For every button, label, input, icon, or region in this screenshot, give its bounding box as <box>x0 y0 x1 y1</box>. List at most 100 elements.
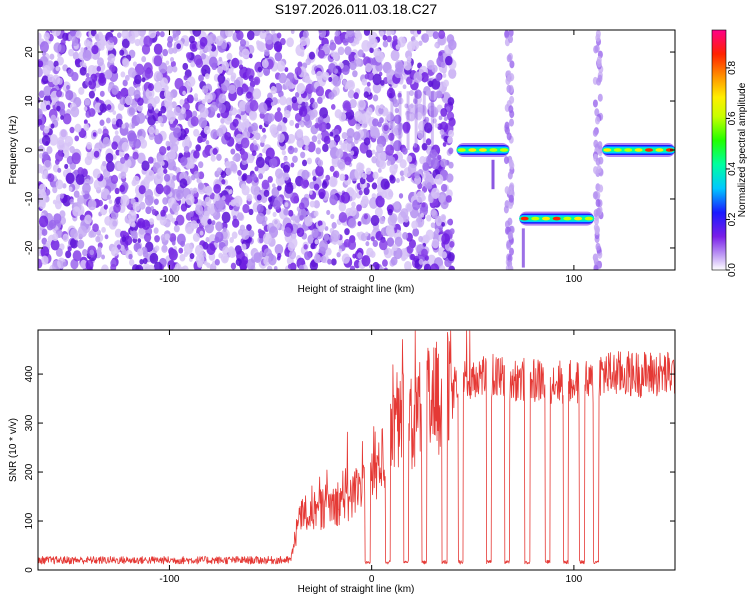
noise-blob <box>396 177 400 184</box>
band-blob <box>509 161 515 170</box>
noise-blob <box>357 252 363 259</box>
x-tick-label: 100 <box>566 574 583 585</box>
noise-blob <box>101 226 106 233</box>
noise-blob <box>358 189 363 196</box>
noise-blob <box>155 183 164 195</box>
noise-blob <box>99 119 105 126</box>
noise-blob <box>340 142 347 151</box>
noise-blob <box>268 254 277 266</box>
noise-blob <box>363 137 371 146</box>
noise-blob <box>394 107 399 114</box>
noise-blob <box>241 243 247 251</box>
noise-blob <box>419 155 426 165</box>
noise-blob <box>328 176 338 188</box>
noise-blob <box>154 128 160 136</box>
noise-blob <box>71 152 81 165</box>
noise-blob <box>225 167 232 176</box>
noise-blob <box>283 208 289 216</box>
band-blob <box>593 264 599 270</box>
noise-blob <box>198 104 205 113</box>
noise-blob <box>448 161 454 169</box>
noise-blob <box>110 30 114 33</box>
noise-blob <box>329 41 337 51</box>
noise-blob <box>159 31 165 38</box>
noise-blob <box>341 253 351 264</box>
noise-blob <box>261 59 269 69</box>
noise-blob <box>52 186 58 194</box>
noise-blob <box>186 94 194 104</box>
noise-blob <box>230 199 236 207</box>
noise-blob <box>82 249 88 257</box>
noise-blob <box>193 93 198 99</box>
noise-blob <box>258 173 264 180</box>
noise-blob <box>261 127 266 133</box>
band-blob <box>597 93 603 102</box>
noise-blob <box>276 124 283 132</box>
noise-blob <box>104 234 109 240</box>
noise-blob <box>207 218 212 225</box>
noise-blob <box>354 167 364 180</box>
noise-blob <box>262 232 272 245</box>
noise-blob <box>426 90 432 97</box>
band-blob <box>507 217 513 226</box>
noise-blob <box>127 86 136 97</box>
noise-blob <box>196 260 203 268</box>
noise-blob <box>434 123 439 128</box>
noise-blob <box>304 215 313 227</box>
tone-hotspot <box>603 148 612 152</box>
noise-blob <box>185 194 195 206</box>
noise-blob <box>352 253 357 259</box>
noise-blob <box>320 255 327 263</box>
noise-blob <box>124 158 132 168</box>
noise-blob <box>448 147 454 155</box>
noise-blob <box>199 230 204 236</box>
noise-blob <box>198 74 204 82</box>
tone-hotspot <box>563 216 572 221</box>
noise-blob <box>136 112 146 124</box>
noise-blob <box>249 100 259 112</box>
noise-blob <box>393 140 402 152</box>
noise-blob <box>248 110 258 121</box>
noise-blob <box>331 222 337 229</box>
noise-blob <box>141 77 146 83</box>
noise-blob <box>302 30 309 39</box>
noise-blob <box>350 150 355 156</box>
noise-blob <box>300 121 305 128</box>
noise-blob <box>437 154 442 161</box>
noise-blob <box>246 91 252 99</box>
noise-blob <box>214 193 220 202</box>
noise-blob <box>62 149 70 159</box>
noise-blob <box>246 193 253 202</box>
noise-blob <box>337 158 346 170</box>
noise-blob <box>440 214 447 222</box>
noise-blob <box>429 149 437 159</box>
noise-blob <box>220 118 225 124</box>
noise-blob <box>299 36 308 47</box>
noise-blob <box>202 149 210 158</box>
band-blob <box>504 30 510 38</box>
noise-blob <box>69 30 76 37</box>
colorbar-tick-label: 0.2 <box>727 212 738 226</box>
noise-blob <box>251 173 257 181</box>
noise-blob <box>230 148 236 155</box>
noise-blob <box>366 81 371 87</box>
noise-blob <box>185 52 192 60</box>
noise-blob <box>56 56 64 66</box>
noise-blob <box>102 136 111 147</box>
noise-blob <box>413 142 418 148</box>
noise-blob <box>236 86 244 96</box>
noise-blob <box>313 254 322 264</box>
noise-blob <box>216 167 223 175</box>
noise-blob <box>317 139 321 145</box>
noise-blob <box>133 89 141 99</box>
noise-blob <box>418 221 422 227</box>
snr-axes: -100 0 100 0 100 200 300 400 <box>24 330 675 585</box>
noise-blob <box>62 113 72 125</box>
noise-blob <box>272 211 277 218</box>
noise-blob <box>364 231 369 237</box>
noise-blob <box>172 165 177 172</box>
noise-blob <box>144 194 154 206</box>
noise-blob <box>228 84 236 95</box>
noise-blob <box>392 244 398 252</box>
colorbar-ticks: 0.0 0.2 0.4 0.6 0.8 <box>726 61 738 277</box>
